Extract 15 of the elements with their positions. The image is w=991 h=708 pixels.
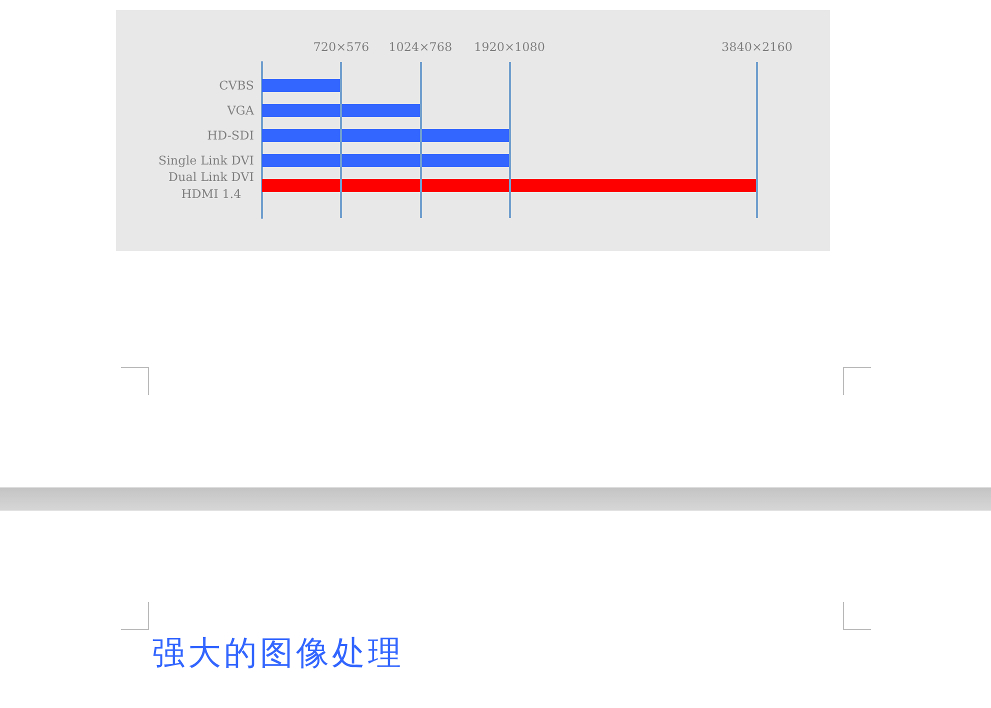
y-tick-label: CVBS <box>219 78 254 92</box>
y-tick-label: HD-SDI <box>207 128 254 142</box>
bar <box>262 129 510 142</box>
y-tick-label: Dual Link DVI HDMI 1.4 <box>168 170 254 201</box>
bar <box>262 154 510 167</box>
y-tick-label: Single Link DVI <box>158 154 254 168</box>
bar <box>262 79 342 92</box>
ref-line-label: 3840×2160 <box>721 40 793 54</box>
bar <box>262 179 757 192</box>
bar <box>262 104 420 117</box>
y-tick-label: VGA <box>226 104 254 118</box>
ref-line-label: 720×576 <box>313 40 370 54</box>
ref-line-label: 1920×1080 <box>474 40 546 54</box>
text: 强大的图像处理 <box>152 633 404 673</box>
ref-line-label: 1024×768 <box>388 40 452 54</box>
